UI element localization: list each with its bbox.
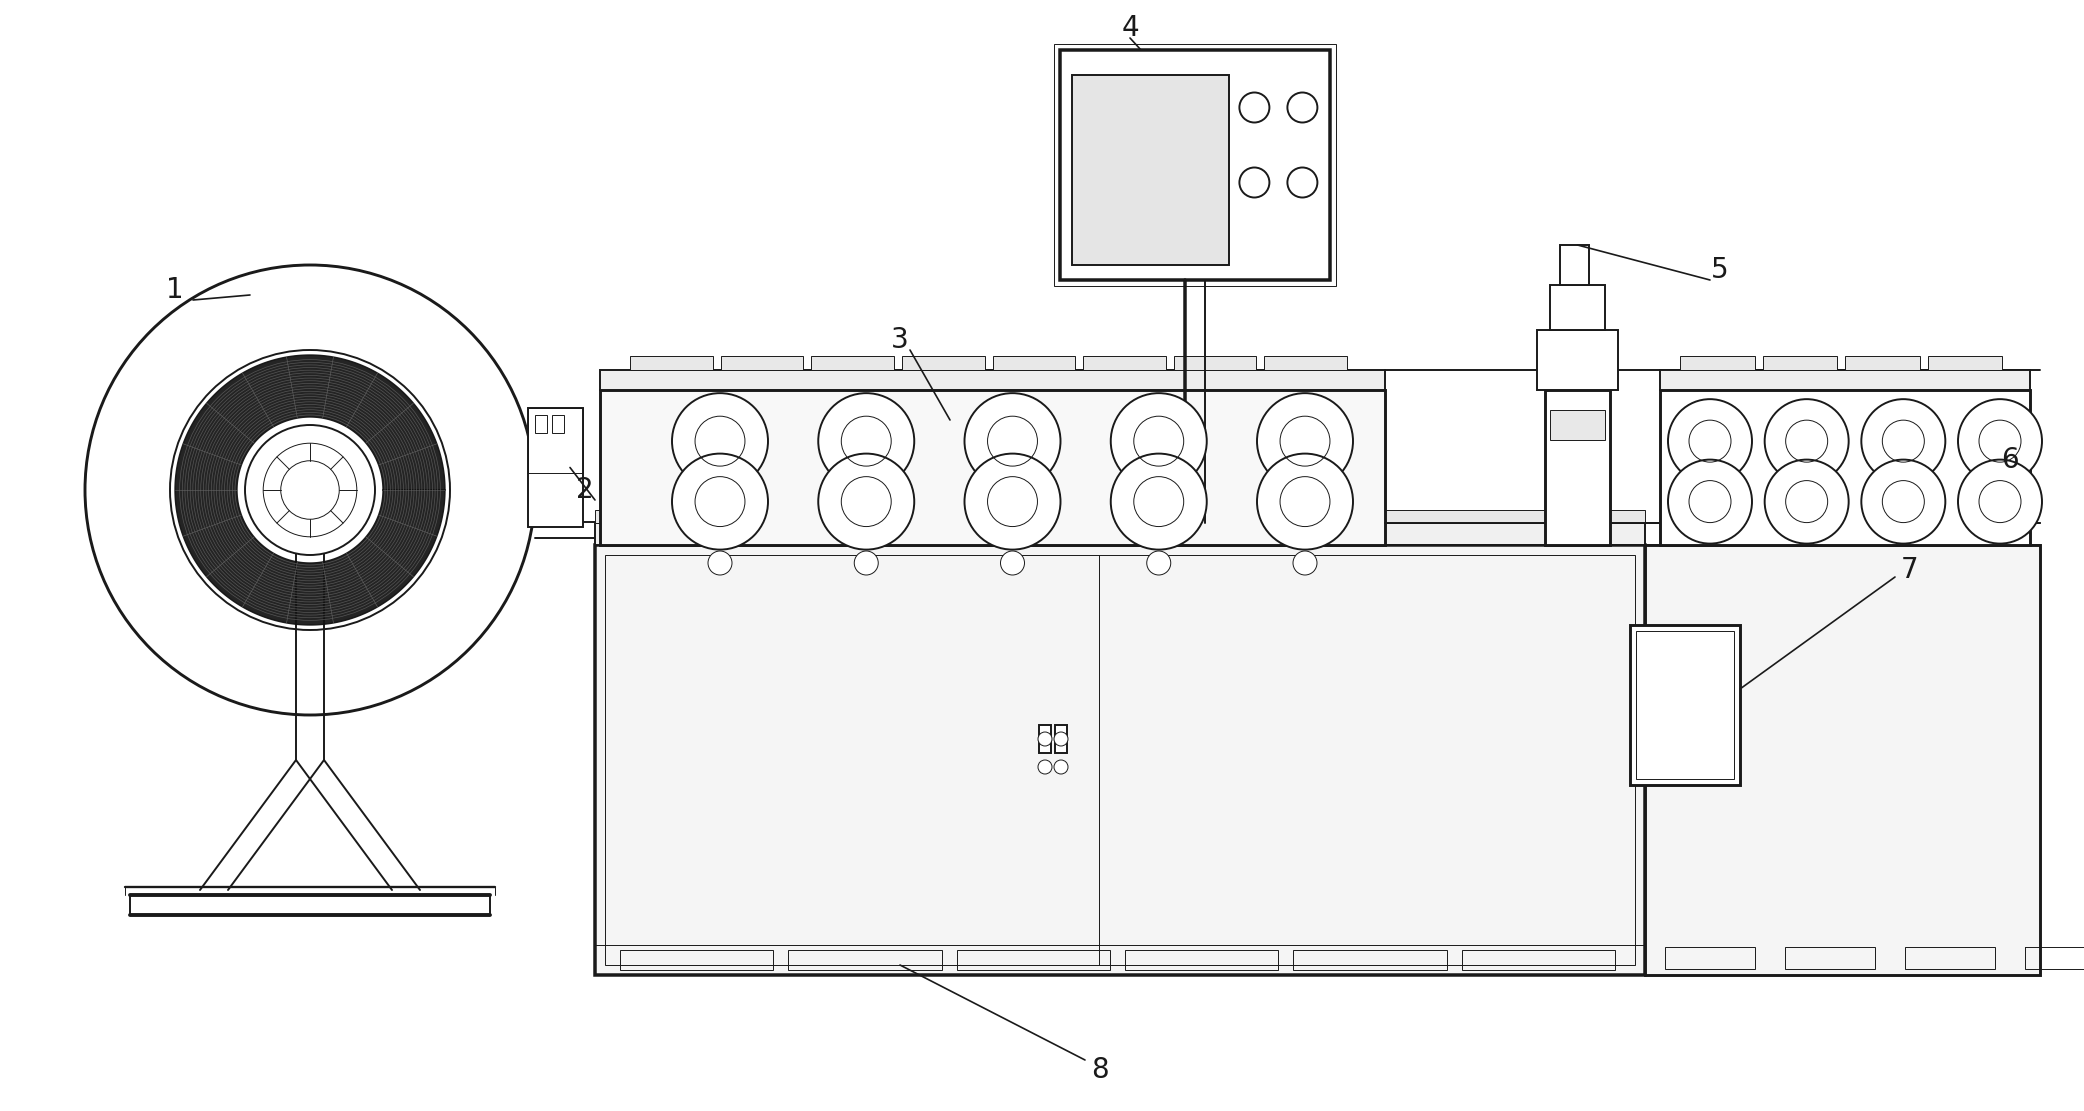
- Circle shape: [709, 551, 731, 575]
- Bar: [600, 370, 1386, 390]
- Polygon shape: [175, 356, 446, 625]
- Bar: [1125, 950, 1277, 970]
- Circle shape: [1111, 393, 1207, 489]
- Text: 2: 2: [575, 476, 594, 504]
- Circle shape: [1861, 460, 1944, 543]
- Bar: [1928, 356, 2003, 370]
- Circle shape: [281, 461, 340, 519]
- Bar: [811, 356, 894, 370]
- Text: 4: 4: [1121, 14, 1138, 42]
- Bar: [527, 408, 584, 527]
- Bar: [596, 523, 1644, 546]
- Circle shape: [1292, 551, 1317, 575]
- Bar: [1665, 947, 1755, 969]
- Circle shape: [171, 350, 450, 630]
- Circle shape: [1765, 399, 1849, 483]
- Circle shape: [1288, 92, 1317, 122]
- Bar: [1644, 546, 2040, 975]
- Bar: [604, 556, 1636, 965]
- Circle shape: [85, 266, 536, 715]
- Bar: [1786, 947, 1876, 969]
- Circle shape: [263, 443, 356, 537]
- Bar: [1680, 356, 1755, 370]
- Circle shape: [1000, 551, 1025, 575]
- Circle shape: [1055, 732, 1067, 745]
- Bar: [629, 356, 713, 370]
- Circle shape: [1055, 760, 1067, 774]
- Circle shape: [819, 453, 915, 550]
- Circle shape: [1765, 460, 1849, 543]
- Circle shape: [671, 393, 769, 489]
- Bar: [1461, 950, 1615, 970]
- Circle shape: [1038, 760, 1052, 774]
- Text: 7: 7: [1901, 556, 1919, 584]
- Circle shape: [671, 453, 769, 550]
- Bar: [1661, 390, 2030, 546]
- Bar: [721, 356, 802, 370]
- Bar: [552, 416, 565, 433]
- Bar: [902, 356, 984, 370]
- Bar: [788, 950, 942, 970]
- Bar: [596, 546, 1644, 975]
- Bar: [1538, 330, 1617, 390]
- Bar: [1544, 390, 1611, 546]
- Circle shape: [1146, 551, 1171, 575]
- Circle shape: [1240, 92, 1269, 122]
- Circle shape: [1257, 453, 1353, 550]
- Circle shape: [1959, 460, 2042, 543]
- Bar: [1055, 725, 1067, 753]
- Circle shape: [1959, 399, 2042, 483]
- Circle shape: [1257, 393, 1353, 489]
- Bar: [1630, 625, 1740, 785]
- Bar: [1763, 356, 1836, 370]
- Bar: [596, 510, 1644, 523]
- Bar: [1071, 76, 1230, 266]
- Bar: [600, 390, 1386, 546]
- Bar: [1040, 725, 1050, 753]
- Circle shape: [854, 551, 877, 575]
- Circle shape: [1667, 399, 1753, 483]
- Text: 6: 6: [2001, 446, 2019, 474]
- Bar: [1636, 631, 1734, 779]
- Bar: [1055, 44, 1336, 286]
- Bar: [1294, 950, 1446, 970]
- Bar: [957, 950, 1111, 970]
- Bar: [1661, 370, 2030, 390]
- Circle shape: [1861, 399, 1944, 483]
- Bar: [1844, 356, 1919, 370]
- Bar: [1173, 356, 1257, 370]
- Bar: [1061, 50, 1330, 280]
- Circle shape: [1240, 168, 1269, 198]
- Text: 5: 5: [1711, 256, 1730, 284]
- Bar: [2026, 947, 2084, 969]
- Circle shape: [1038, 732, 1052, 745]
- Text: 1: 1: [167, 276, 183, 304]
- Text: 8: 8: [1092, 1055, 1109, 1084]
- Circle shape: [1667, 460, 1753, 543]
- Circle shape: [1288, 168, 1317, 198]
- Bar: [536, 416, 546, 433]
- Bar: [1905, 947, 1994, 969]
- Bar: [992, 356, 1075, 370]
- Circle shape: [965, 453, 1061, 550]
- Bar: [1265, 356, 1346, 370]
- Bar: [1561, 246, 1590, 286]
- Text: 3: 3: [892, 326, 909, 354]
- Bar: [1550, 286, 1605, 330]
- Bar: [1550, 410, 1605, 440]
- Circle shape: [246, 426, 375, 556]
- Circle shape: [1111, 453, 1207, 550]
- Circle shape: [819, 393, 915, 489]
- Bar: [1084, 356, 1165, 370]
- Bar: [527, 408, 584, 473]
- Circle shape: [965, 393, 1061, 489]
- Bar: [621, 950, 773, 970]
